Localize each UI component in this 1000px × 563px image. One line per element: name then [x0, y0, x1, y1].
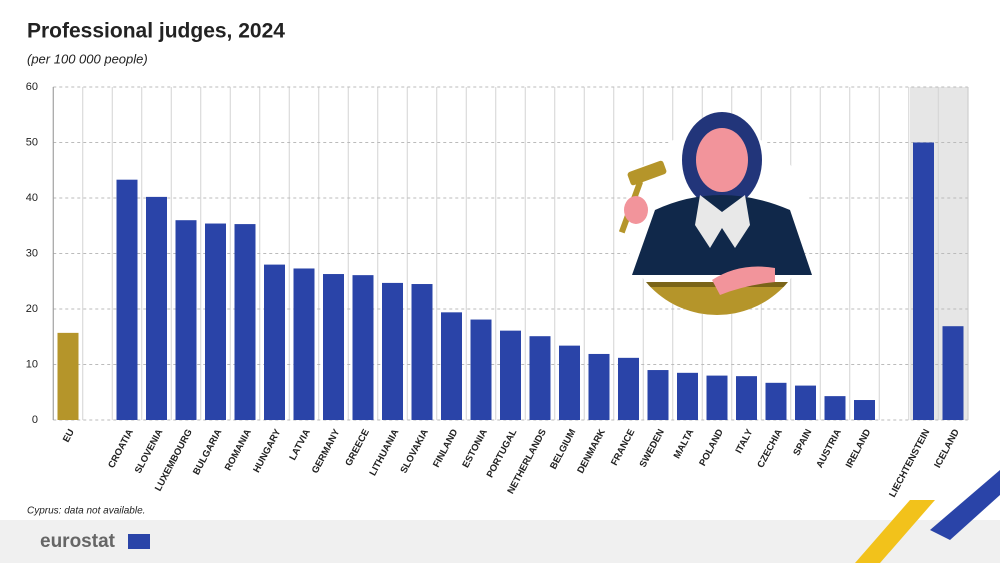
y-tick-label: 10 — [26, 358, 38, 370]
hand — [624, 196, 648, 224]
bar — [677, 372, 698, 420]
bar — [146, 196, 167, 420]
bar — [588, 353, 610, 420]
bar — [736, 376, 757, 420]
bar — [411, 284, 433, 420]
bar — [175, 220, 197, 420]
bar — [382, 282, 403, 420]
y-tick-label: 30 — [26, 247, 38, 259]
bar — [441, 312, 462, 420]
bar — [529, 336, 551, 420]
bar — [234, 224, 256, 420]
footer-band — [0, 520, 1000, 563]
bar — [352, 275, 374, 420]
stripe — [855, 500, 935, 563]
gavel-head — [627, 160, 667, 186]
hands — [712, 266, 775, 295]
bar — [470, 319, 492, 420]
bar — [942, 326, 964, 420]
bar — [647, 370, 669, 420]
bar — [854, 400, 875, 420]
decoration — [855, 470, 1000, 563]
y-tick-label: 20 — [26, 303, 38, 315]
y-tick-label: 40 — [26, 192, 38, 204]
bar — [205, 223, 226, 420]
collar — [695, 195, 750, 248]
bar — [913, 142, 934, 420]
bar — [618, 357, 639, 420]
bar — [559, 345, 580, 420]
bar — [824, 396, 846, 420]
y-tick-label: 50 — [26, 136, 38, 148]
y-tick-label: 60 — [26, 81, 38, 93]
grid — [52, 86, 969, 421]
logo: eurostat — [40, 531, 116, 552]
bar — [57, 332, 79, 420]
chart-title: Professional judges, 2024 — [27, 20, 285, 43]
bar — [323, 274, 344, 420]
bar — [795, 385, 816, 420]
y-tick-label: 0 — [32, 414, 38, 426]
bar — [116, 179, 138, 420]
bar — [500, 330, 521, 420]
bar — [765, 382, 787, 420]
judge-illustration — [618, 112, 812, 315]
face — [696, 128, 748, 192]
bar — [264, 264, 285, 420]
robe — [632, 195, 812, 275]
note: Cyprus: data not available. — [27, 506, 145, 517]
stripe — [930, 470, 1000, 540]
chart-subtitle: (per 100 000 people) — [27, 51, 148, 66]
bars — [57, 142, 964, 420]
bar — [706, 375, 728, 420]
eu-flag — [128, 534, 150, 549]
bar — [293, 268, 315, 420]
